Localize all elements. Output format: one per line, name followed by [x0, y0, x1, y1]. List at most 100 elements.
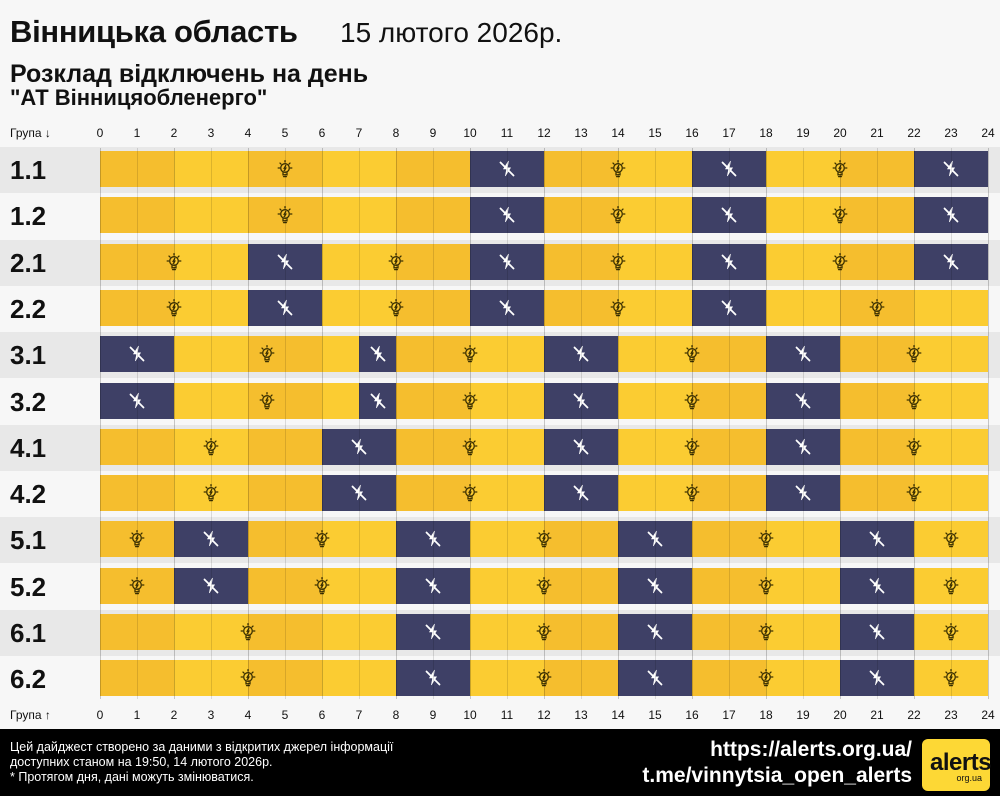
bottom-hour-tick: 13 — [574, 708, 588, 722]
bottom-hour-tick: 19 — [796, 708, 810, 722]
power-on-hour-cell — [470, 336, 507, 373]
power-on-hour-cell — [396, 475, 433, 512]
power-on-hour-cell — [766, 197, 803, 234]
hour-gridline — [655, 148, 656, 699]
footer-note-line2: доступних станом на 19:50, 14 лютого 202… — [10, 755, 273, 769]
light-bulb-icon — [384, 244, 408, 280]
power-on-hour-cell — [100, 289, 137, 326]
power-off-segment — [359, 336, 396, 373]
hour-gridline — [396, 148, 397, 699]
power-on-hour-cell — [174, 382, 211, 419]
power-on-hour-cell — [211, 151, 248, 187]
power-off-segment — [174, 521, 248, 558]
power-on-hour-cell — [692, 382, 729, 419]
logo-text: alerts — [930, 749, 992, 776]
telegram-link[interactable]: t.me/vinnytsia_open_alerts — [642, 764, 912, 787]
power-on-hour-cell — [100, 614, 137, 650]
power-on-hour-cell — [914, 475, 951, 512]
power-off-segment — [470, 151, 544, 187]
power-off-segment — [840, 567, 914, 604]
hour-gridline — [137, 148, 138, 699]
power-on-hour-cell — [581, 289, 618, 326]
power-on-hour-cell — [174, 614, 211, 650]
power-on-hour-cell — [877, 475, 914, 512]
power-on-hour-cell — [470, 567, 507, 604]
top-hour-tick: 9 — [429, 126, 437, 140]
light-bulb-icon — [125, 521, 149, 557]
bottom-hour-tick: 5 — [281, 708, 289, 722]
power-on-hour-cell — [433, 289, 470, 326]
power-on-hour-cell — [137, 475, 174, 512]
bottom-hour-tick: 21 — [870, 708, 884, 722]
power-on-hour-cell — [766, 151, 803, 187]
top-hour-tick: 23 — [944, 126, 958, 140]
power-on-hour-cell — [618, 336, 655, 373]
group-label: 4.2 — [10, 479, 47, 510]
top-hour-tick: 3 — [207, 126, 215, 140]
power-on-hour-cell — [285, 521, 322, 558]
bottom-hour-tick: 16 — [685, 708, 699, 722]
power-on-hour-cell — [766, 243, 803, 280]
power-on-hour-cell — [877, 197, 914, 234]
light-bulb-icon — [902, 336, 926, 372]
power-on-hour-cell — [618, 197, 655, 234]
power-on-hour-cell — [137, 614, 174, 650]
power-on-hour-cell — [729, 428, 766, 465]
power-on-hour-cell — [100, 475, 137, 512]
hour-gridline — [951, 148, 952, 699]
power-on-hour-cell — [655, 197, 692, 234]
light-bulb-icon — [754, 568, 778, 604]
power-on-hour-cell — [396, 197, 433, 234]
top-hour-tick: 15 — [648, 126, 662, 140]
bottom-hour-tick: 18 — [759, 708, 773, 722]
power-on-hour-cell — [581, 151, 618, 187]
light-bulb-icon — [162, 290, 186, 326]
power-off-segment — [840, 660, 914, 697]
power-on-hour-cell — [914, 660, 951, 697]
group-label: 5.2 — [10, 571, 47, 602]
power-on-hour-cell — [840, 336, 877, 373]
power-on-hour-cell — [211, 336, 248, 373]
power-on-hour-cell — [137, 521, 174, 558]
power-off-segment — [914, 151, 988, 187]
power-on-hour-cell — [544, 567, 581, 604]
power-on-hour-cell — [359, 197, 396, 234]
power-off-segment — [322, 475, 396, 512]
power-on-hour-cell — [581, 614, 618, 650]
power-on-hour-cell — [211, 660, 248, 697]
power-off-segment — [396, 521, 470, 558]
top-hour-tick: 6 — [318, 126, 326, 140]
site-link[interactable]: https://alerts.org.ua/ — [710, 738, 912, 761]
power-on-hour-cell — [322, 336, 359, 373]
power-off-segment — [914, 197, 988, 234]
power-on-hour-cell — [359, 614, 396, 650]
power-on-hour-cell — [655, 151, 692, 187]
top-hour-tick: 7 — [355, 126, 363, 140]
light-bulb-icon — [902, 475, 926, 511]
group-row: 6.2 — [0, 656, 1000, 703]
power-on-hour-cell — [396, 151, 433, 187]
group-row: 4.2 — [0, 471, 1000, 518]
power-off-segment — [692, 197, 766, 234]
bottom-hour-tick: 14 — [611, 708, 625, 722]
power-on-hour-cell — [803, 243, 840, 280]
power-on-hour-cell — [137, 151, 174, 187]
power-on-hour-cell — [174, 243, 211, 280]
light-bulb-icon — [458, 383, 482, 419]
power-off-segment — [100, 336, 174, 373]
power-on-hour-cell — [174, 475, 211, 512]
power-on-hour-cell — [803, 660, 840, 697]
power-on-hour-cell — [211, 289, 248, 326]
power-on-hour-cell — [766, 614, 803, 650]
hour-gridline — [729, 148, 730, 699]
top-hour-tick: 11 — [500, 126, 514, 140]
bottom-hour-tick: 23 — [944, 708, 958, 722]
light-bulb-icon — [458, 475, 482, 511]
power-on-hour-cell — [914, 336, 951, 373]
power-off-segment — [100, 382, 174, 419]
power-on-hour-cell — [137, 243, 174, 280]
power-on-hour-cell — [914, 567, 951, 604]
bottom-hour-tick: 12 — [537, 708, 551, 722]
power-on-hour-cell — [285, 197, 322, 234]
power-on-hour-cell — [877, 151, 914, 187]
